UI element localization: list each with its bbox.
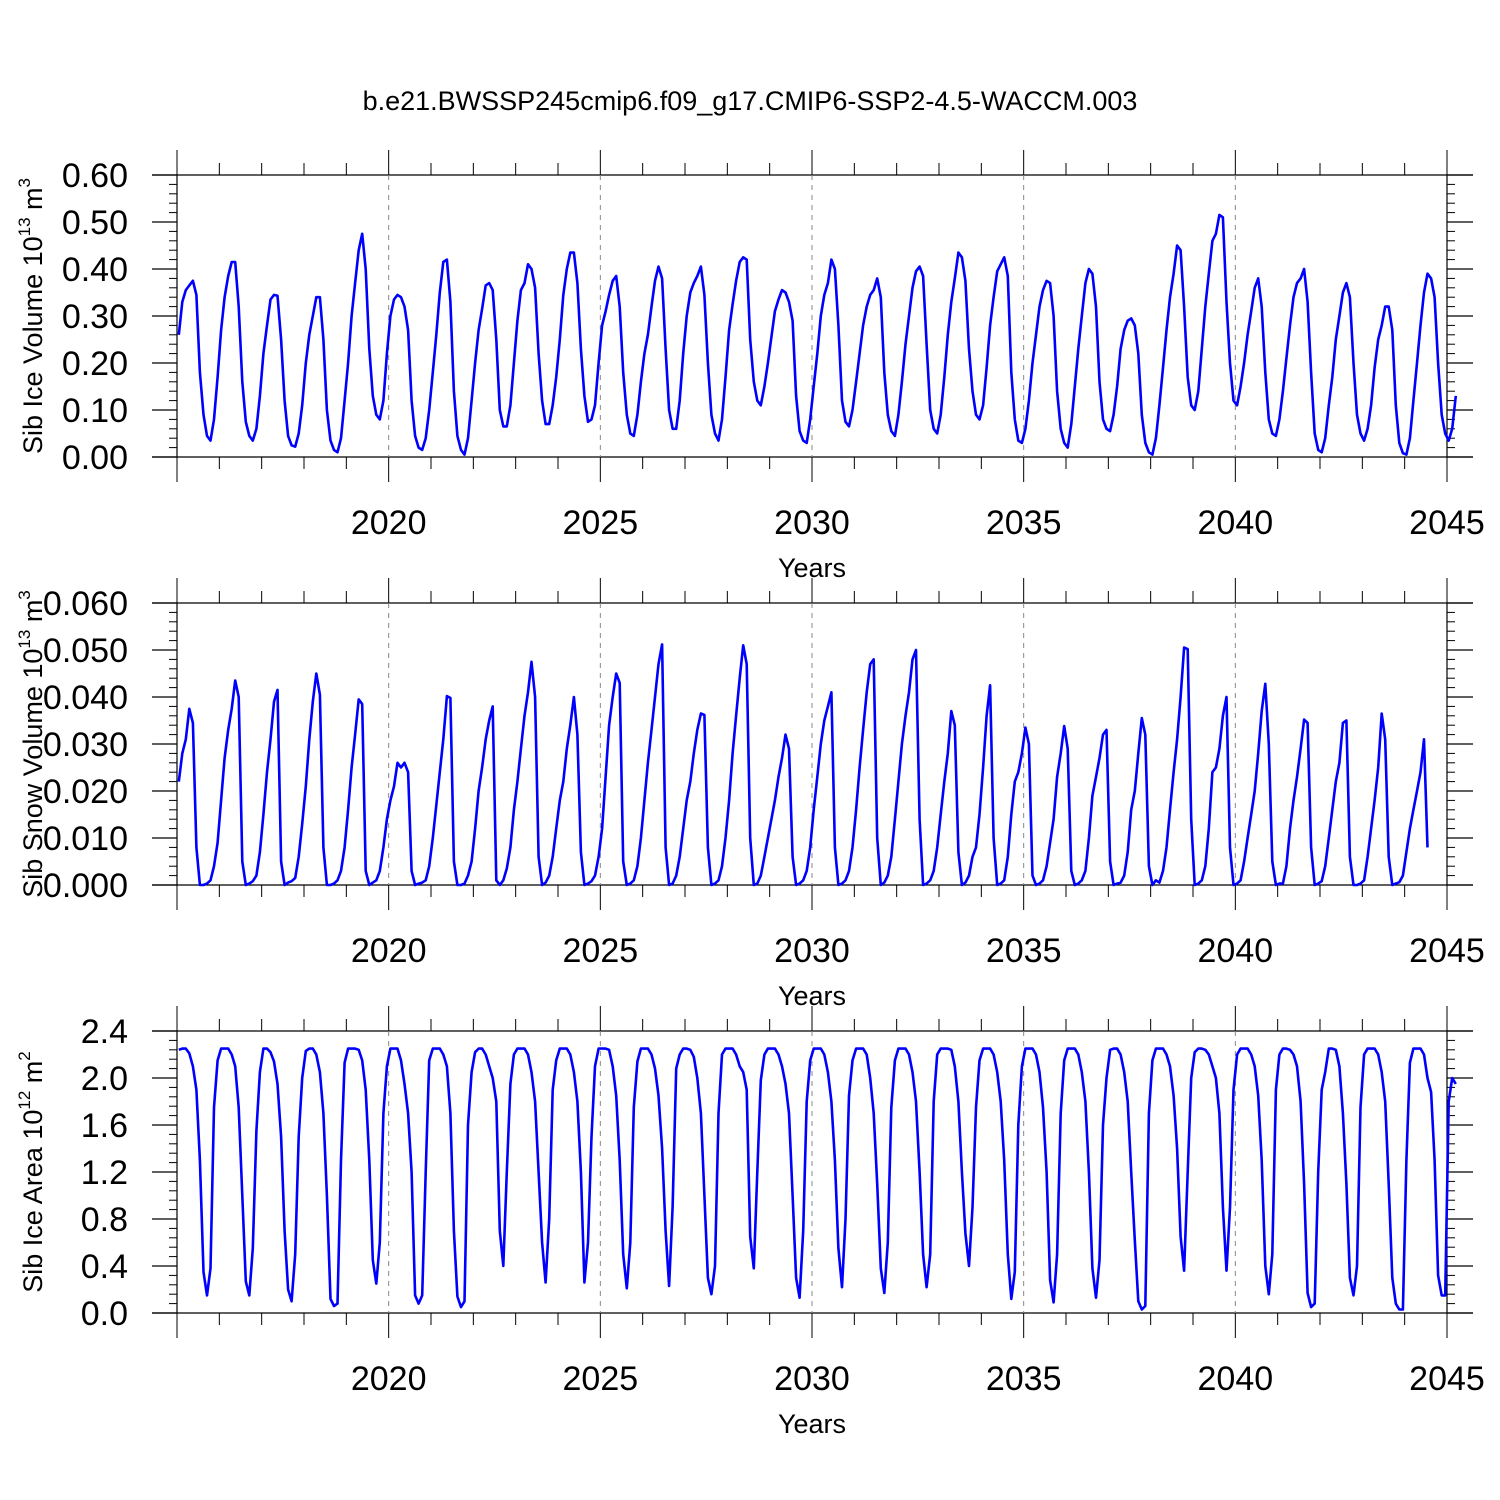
- x-tick-label: 2040: [1198, 932, 1274, 970]
- x-tick-label: 2040: [1198, 1360, 1274, 1398]
- x-tick-label: 2045: [1409, 1360, 1485, 1398]
- y-tick-label: 2.0: [81, 1060, 128, 1098]
- y-axis-label-unit-exp: 3: [15, 178, 34, 187]
- y-axis-label-exp: 12: [15, 1091, 34, 1110]
- y-axis-label-main: Sib Snow Volume 10: [18, 649, 48, 898]
- panel-ice-volume: 0.00 0.10 0.20 0.30 0.40 0.50 0.60 2020 2025 2030…: [15, 150, 1485, 583]
- x-tick-label: 2025: [563, 1360, 639, 1398]
- y-tick-label: 0.00: [62, 439, 128, 477]
- x-tick-label: 2040: [1198, 504, 1274, 542]
- x-tick-label: 2025: [563, 932, 639, 970]
- y-axis-label-exp: 13: [15, 630, 34, 649]
- y-tick-label: 0.20: [62, 345, 128, 383]
- y-tick-label: 0.050: [43, 632, 128, 670]
- y-tick-label: 2.4: [81, 1013, 128, 1051]
- y-tick-label: 0.0: [81, 1295, 128, 1333]
- y-tick-label: 0.30: [62, 298, 128, 336]
- x-tick-label: 2035: [986, 504, 1062, 542]
- x-axis-label: Years: [778, 1409, 846, 1439]
- y-tick-label: 0.8: [81, 1201, 128, 1239]
- x-tick-label: 2045: [1409, 504, 1485, 542]
- y-tick-label: 0.10: [62, 392, 128, 430]
- y-tick-label: 1.2: [81, 1154, 128, 1192]
- y-tick-label: 0.040: [43, 679, 128, 717]
- y-axis-label-unit-exp: 2: [15, 1051, 34, 1060]
- y-axis-label-unit: m: [18, 600, 48, 630]
- y-tick-label: 0.40: [62, 251, 128, 289]
- y-axis-label: Sib Ice Volume 1013 m3: [15, 178, 48, 454]
- x-tick-label: 2045: [1409, 932, 1485, 970]
- y-tick-label: 0.030: [43, 726, 128, 764]
- y-tick-label: 0.60: [62, 157, 128, 195]
- x-tick-label: 2030: [774, 932, 850, 970]
- y-tick-label: 0.060: [43, 585, 128, 623]
- y-axis-label-exp: 13: [15, 217, 34, 236]
- panel-snow-volume: 0.000 0.010 0.020 0.030 0.040 0.050 0.060 2020 2…: [15, 578, 1485, 1011]
- y-tick-label: 0.020: [43, 773, 128, 811]
- y-axis-label-main: Sib Ice Area 10: [18, 1110, 48, 1293]
- x-tick-label: 2020: [351, 1360, 427, 1398]
- y-tick-label: 0.010: [43, 820, 128, 858]
- y-tick-label: 0.4: [81, 1248, 128, 1286]
- y-tick-label: 0.000: [43, 867, 128, 905]
- x-tick-label: 2030: [774, 1360, 850, 1398]
- y-axis-label-main: Sib Ice Volume 10: [18, 236, 48, 454]
- y-axis-label-unit-exp: 3: [15, 590, 34, 599]
- series-line-snow-volume: [177, 643, 1429, 887]
- y-axis-label-unit: m: [18, 1061, 48, 1091]
- x-tick-label: 2025: [563, 504, 639, 542]
- panel-ice-area: 0.0 0.4 0.8 1.2 1.6 2.0 2.4 2020 2025 2030 2035 204…: [15, 1006, 1485, 1439]
- x-tick-label: 2020: [351, 932, 427, 970]
- x-tick-label: 2030: [774, 504, 850, 542]
- y-axis-label: Sib Ice Area 1012 m2: [15, 1051, 48, 1293]
- y-axis-label-unit: m: [18, 187, 48, 217]
- x-tick-label: 2035: [986, 1360, 1062, 1398]
- series-line-ice-volume: [177, 213, 1458, 456]
- series-line-ice-area: [178, 1047, 1457, 1311]
- y-axis-label: Sib Snow Volume 1013 m3: [15, 590, 48, 898]
- x-tick-label: 2035: [986, 932, 1062, 970]
- y-tick-label: 0.50: [62, 204, 128, 242]
- chart-title: b.e21.BWSSP245cmip6.f09_g17.CMIP6-SSP2-4…: [363, 86, 1138, 116]
- y-tick-label: 1.6: [81, 1107, 128, 1145]
- x-tick-label: 2020: [351, 504, 427, 542]
